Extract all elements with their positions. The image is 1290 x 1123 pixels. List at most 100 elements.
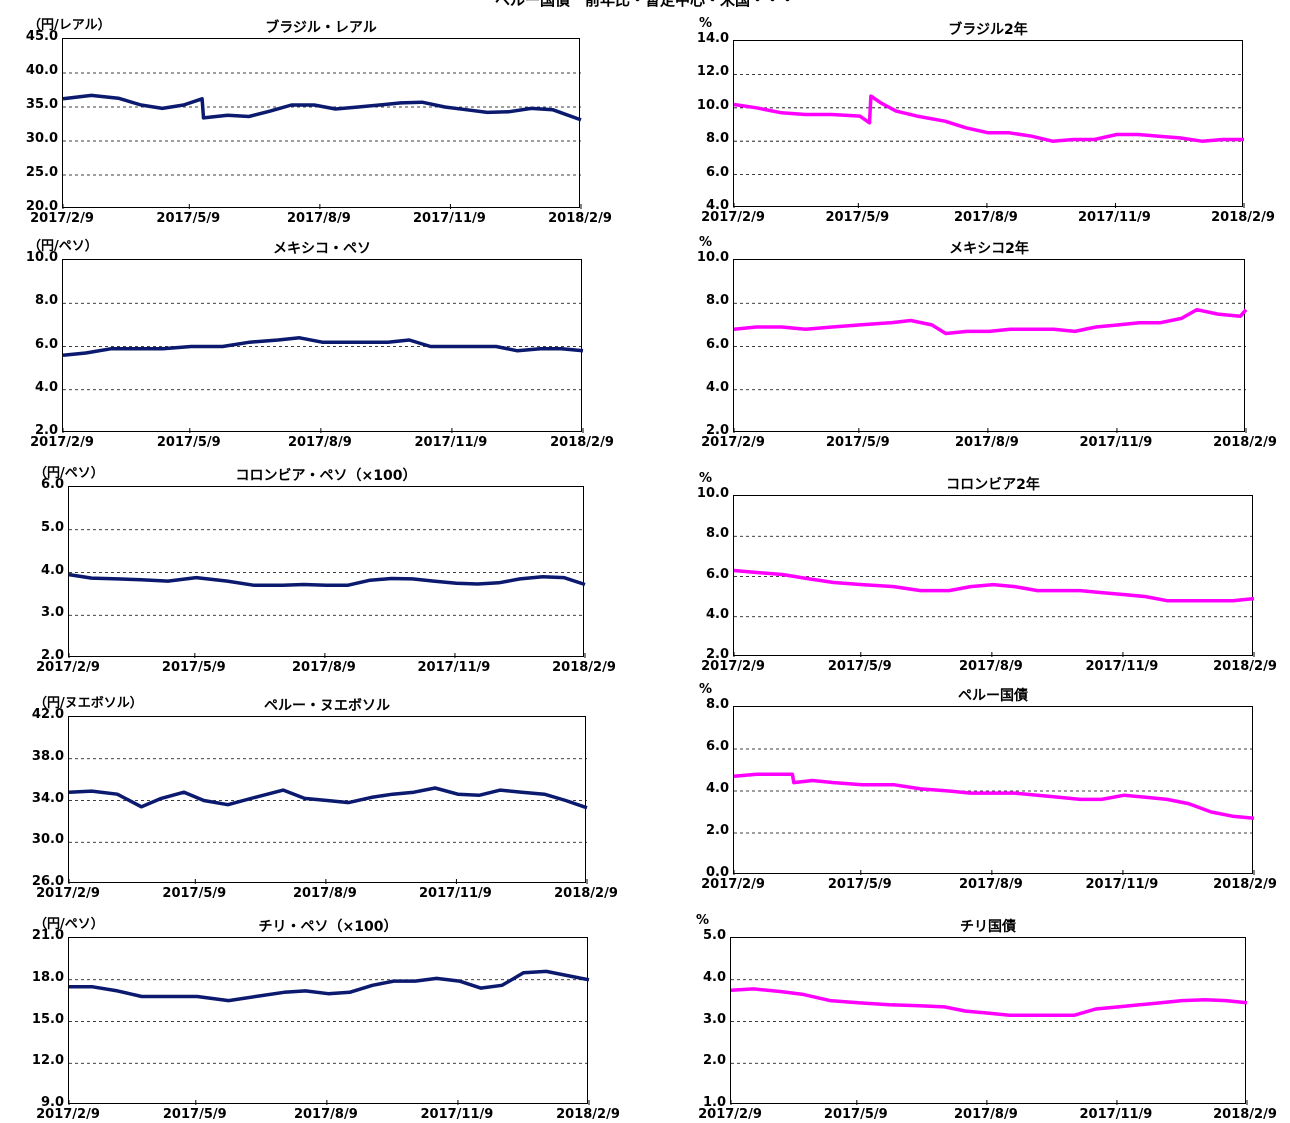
x-tick-label: 2017/5/9 [156, 211, 221, 226]
x-tick-label: 2017/5/9 [823, 1107, 888, 1122]
plot-area [68, 486, 586, 658]
x-tick-label: 2017/2/9 [701, 435, 765, 450]
unit-label: % [699, 471, 713, 486]
x-tick-label: 2017/11/9 [419, 886, 492, 901]
x-tick-label: 2017/8/9 [953, 1107, 1018, 1122]
chart-svg [68, 529, 586, 658]
y-tick-label: 21.0 [31, 928, 64, 943]
x-tick-label: 2017/2/9 [36, 886, 100, 901]
y-tick-label: 2.0 [705, 647, 729, 662]
chart-title: メキシコ2年 [949, 241, 1029, 257]
chart-title: メキシコ・ペソ [273, 241, 371, 257]
plot-area [733, 40, 1245, 208]
chart-title: チリ国債 [960, 919, 1016, 935]
x-tick-label: 2017/11/9 [1085, 877, 1159, 892]
x-tick-label: 2018/2/9 [548, 211, 612, 226]
x-tick-label: 2018/2/9 [1213, 435, 1277, 450]
y-tick-label: 45.0 [25, 29, 58, 44]
x-tick-label: 2017/5/9 [825, 435, 890, 450]
x-tick-label: 2017/8/9 [286, 211, 351, 226]
unit-label: （円/ペソ） [28, 239, 98, 254]
y-tick-label: 2.0 [34, 423, 58, 438]
chart-svg [68, 758, 588, 884]
x-tick-label: 2017/8/9 [958, 659, 1023, 674]
x-tick-label: 2017/8/9 [287, 435, 352, 450]
y-tick-label: 20.0 [25, 199, 58, 214]
unit-label: % [696, 913, 710, 928]
y-tick-label: 6.0 [34, 336, 58, 352]
y-tick-label: 40.0 [25, 63, 58, 78]
chart-title: チリ・ペソ（×100） [258, 919, 398, 935]
y-tick-label: 3.0 [40, 605, 64, 621]
y-tick-label: 2.0 [705, 423, 729, 438]
y-tick-label: 9.0 [40, 1095, 64, 1110]
y-tick-label: 1.0 [702, 1095, 726, 1110]
x-tick-label: 2017/8/9 [954, 210, 1018, 225]
x-tick-label: 2017/5/9 [827, 877, 892, 892]
chart-title: ブラジル2年 [948, 22, 1028, 38]
x-tick-label: 2017/11/9 [414, 435, 488, 450]
x-tick-label: 2017/11/9 [417, 660, 491, 675]
chart-title: コロンビア2年 [946, 477, 1040, 493]
unit-label: （円/レアル） [28, 18, 111, 33]
y-tick-label: 34.0 [31, 790, 64, 806]
y-tick-label: 10.0 [696, 486, 729, 501]
x-tick-label: 2018/2/9 [1213, 877, 1277, 892]
plot-area [730, 937, 1248, 1105]
y-tick-label: 6.0 [705, 336, 729, 352]
x-tick-label: 2017/11/9 [1085, 659, 1159, 674]
y-tick-label: 12.0 [31, 1053, 64, 1069]
series-line [68, 786, 588, 810]
chart-title: ペルー国債 [958, 688, 1028, 704]
x-tick-label: 2017/2/9 [36, 660, 100, 675]
y-tick-label: 2.0 [705, 823, 729, 838]
plot-area [733, 495, 1255, 657]
x-tick-label: 2018/2/9 [550, 435, 614, 450]
x-tick-label: 2018/2/9 [1211, 210, 1275, 225]
plot-area [62, 259, 584, 433]
series-line [733, 772, 1255, 821]
x-tick-label: 2018/2/9 [552, 660, 616, 675]
y-tick-label: 35.0 [25, 97, 58, 112]
y-tick-label: 15.0 [31, 1011, 64, 1027]
y-tick-label: 4.0 [702, 969, 726, 985]
x-tick-label: 2017/8/9 [958, 877, 1023, 892]
y-tick-label: 38.0 [31, 748, 64, 764]
y-tick-label: 4.0 [705, 606, 729, 622]
x-tick-label: 2017/8/9 [955, 435, 1019, 450]
chart-title: ペルー・ヌエボソル [264, 698, 390, 714]
x-tick-label: 2017/8/9 [291, 660, 356, 675]
series-line [733, 568, 1255, 603]
y-tick-label: 42.0 [31, 707, 64, 722]
y-tick-label: 4.0 [705, 198, 729, 213]
unit-label: % [699, 235, 713, 250]
x-tick-label: 2017/5/9 [162, 886, 227, 901]
chart-svg [62, 72, 582, 209]
y-tick-label: 6.0 [705, 566, 729, 582]
x-tick-label: 2017/8/9 [293, 1107, 358, 1122]
x-tick-label: 2017/5/9 [156, 435, 221, 450]
x-tick-label: 2017/5/9 [825, 210, 890, 225]
y-tick-label: 12.0 [696, 64, 729, 80]
y-tick-label: 3.0 [702, 1011, 726, 1027]
chart-svg [62, 302, 584, 433]
y-tick-label: 8.0 [705, 697, 729, 712]
y-tick-label: 4.0 [34, 379, 58, 395]
x-tick-label: 2017/11/9 [1079, 1107, 1153, 1122]
series-line [62, 336, 584, 357]
x-tick-label: 2017/11/9 [413, 211, 486, 226]
y-tick-label: 8.0 [34, 293, 58, 309]
x-tick-label: 2018/2/9 [556, 1107, 620, 1122]
series-line [733, 94, 1244, 143]
y-tick-label: 2.0 [702, 1053, 726, 1069]
y-tick-label: 30.0 [31, 832, 64, 848]
series-line [69, 969, 590, 1003]
y-tick-label: 26.0 [31, 874, 64, 889]
x-tick-label: 2017/5/9 [161, 660, 226, 675]
series-line [730, 987, 1248, 1017]
y-tick-label: 4.0 [705, 781, 729, 796]
chart-svg [733, 302, 1248, 433]
x-tick-label: 2017/2/9 [701, 877, 765, 892]
x-tick-label: 2017/2/9 [30, 435, 94, 450]
y-tick-label: 2.0 [40, 648, 64, 663]
